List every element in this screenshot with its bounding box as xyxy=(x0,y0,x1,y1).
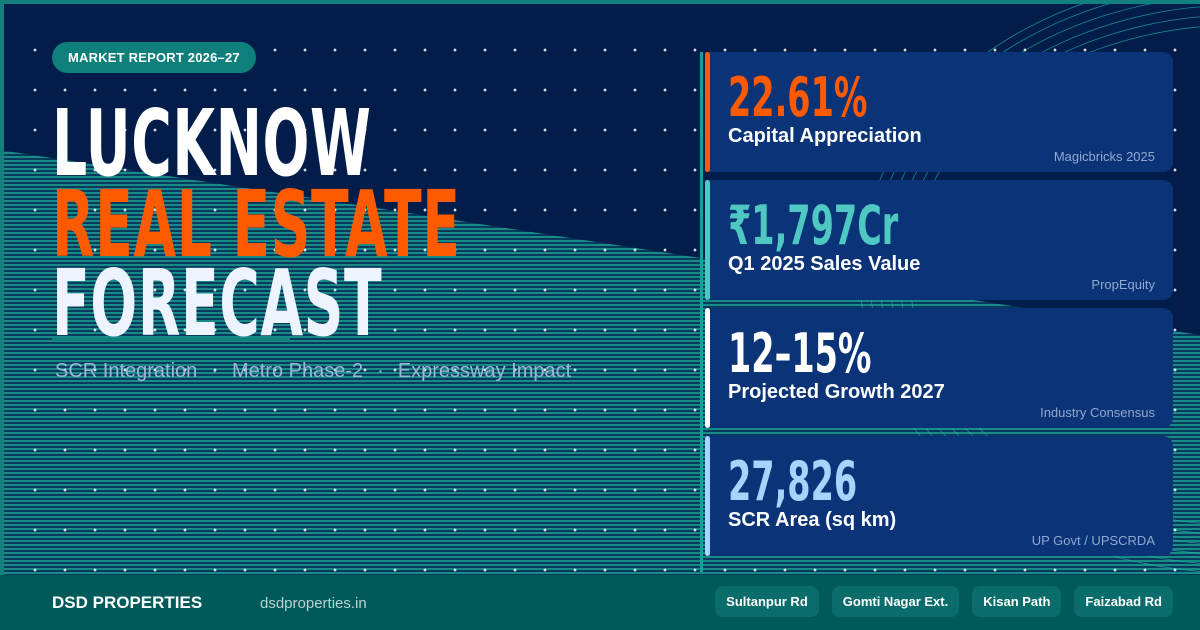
title-line-2: REAL ESTATE xyxy=(52,171,461,278)
stat-value: ₹1,797Cr xyxy=(728,194,899,257)
title-underline xyxy=(52,338,290,341)
report-badge: MARKET REPORT 2026–27 xyxy=(52,42,256,73)
stat-label: Q1 2025 Sales Value xyxy=(728,253,921,275)
stat-source: Magicbricks 2025 xyxy=(1053,149,1155,164)
location-chip: Sultanpur Rd xyxy=(715,586,819,617)
stat-value: 22.61% xyxy=(728,66,868,129)
card-accent xyxy=(705,52,710,172)
stat-value: 12–15% xyxy=(728,322,872,385)
stat-card-sales-value: ₹1,797Cr Q1 2025 Sales Value PropEquity xyxy=(705,180,1173,300)
stat-card-scr-area: 27,826 SCR Area (sq km) UP Govt / UPSCRD… xyxy=(705,436,1173,556)
separator: · xyxy=(211,360,218,382)
stat-card-projected-growth: 12–15% Projected Growth 2027 Industry Co… xyxy=(705,308,1173,428)
card-accent xyxy=(705,436,710,556)
stat-label: Projected Growth 2027 xyxy=(728,381,945,403)
title-line-1: LUCKNOW xyxy=(52,90,372,197)
subtitle-item: SCR Integration xyxy=(55,360,198,382)
subtitle: SCR Integration · Metro Phase-2 · Expres… xyxy=(55,360,571,383)
location-chip: Faizabad Rd xyxy=(1074,586,1173,617)
stat-source: UP Govt / UPSCRDA xyxy=(1031,533,1155,548)
stat-source: Industry Consensus xyxy=(1040,405,1155,420)
location-chip: Kisan Path xyxy=(972,586,1062,617)
subtitle-item: Expressway Impact xyxy=(397,360,572,382)
subtitle-item: Metro Phase-2 xyxy=(231,360,364,382)
cards-divider xyxy=(700,52,703,572)
stat-source: PropEquity xyxy=(1091,277,1155,292)
location-chip: Gomti Nagar Ext. xyxy=(831,586,960,617)
stat-value: 27,826 xyxy=(728,450,858,513)
card-accent xyxy=(705,180,710,300)
card-accent xyxy=(705,308,710,428)
brand-name: DSD PROPERTIES xyxy=(52,593,203,612)
title-line-3: FORECAST xyxy=(52,250,383,357)
footer: DSD PROPERTIES dsdproperties.in Sultanpu… xyxy=(0,575,1200,630)
website-link[interactable]: dsdproperties.in xyxy=(260,595,367,612)
separator: · xyxy=(377,360,384,382)
stat-label: Capital Appreciation xyxy=(728,125,922,147)
stat-card-capital-appreciation: 22.61% Capital Appreciation Magicbricks … xyxy=(705,52,1173,172)
location-chips: Sultanpur Rd Gomti Nagar Ext. Kisan Path… xyxy=(715,586,1173,617)
stat-label: SCR Area (sq km) xyxy=(728,509,897,531)
